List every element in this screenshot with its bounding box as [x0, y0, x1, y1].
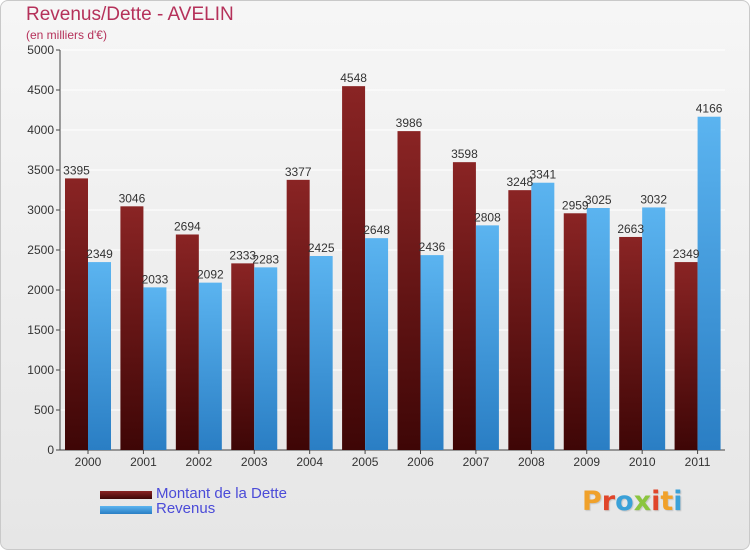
bar-dette — [508, 190, 532, 450]
y-tick-label: 4500 — [27, 83, 54, 97]
axes: 0 500 1000 1500 2000 2500 3000 3500 4000 4500 5000… — [27, 43, 725, 469]
x-tick-label: 2001 — [130, 455, 157, 469]
x-tick-label: 2008 — [518, 455, 545, 469]
y-tick-label: 1500 — [27, 323, 54, 337]
bar-dette — [120, 206, 144, 450]
bar-revenus — [475, 225, 499, 450]
bar-dette — [619, 236, 643, 450]
bar-revenus — [420, 255, 444, 450]
data-label: 4548 — [340, 71, 367, 85]
data-label: 3598 — [451, 147, 478, 161]
bar-revenus — [531, 182, 555, 450]
data-label: 2092 — [197, 268, 224, 282]
data-label: 3395 — [63, 163, 90, 177]
data-label: 2349 — [86, 247, 113, 261]
y-tick-label: 2500 — [27, 243, 54, 257]
y-tick-label: 3500 — [27, 163, 54, 177]
data-label: 2959 — [562, 198, 589, 212]
chart-subtitle: (en milliers d'€) — [26, 28, 107, 42]
logo-letter: r — [601, 486, 616, 517]
bar-dette — [175, 234, 199, 450]
grid-lines — [60, 49, 725, 451]
data-label: 3025 — [585, 193, 612, 207]
data-label: 3032 — [640, 192, 667, 206]
x-tick-label: 2002 — [185, 455, 212, 469]
y-tick-label: 3000 — [27, 203, 54, 217]
data-label: 2808 — [474, 210, 501, 224]
logo-letter: i — [673, 486, 683, 517]
bar-dette — [231, 263, 255, 450]
bar-revenus — [586, 208, 610, 450]
legend-label-dette: Montant de la Dette — [156, 485, 287, 502]
data-label: 3341 — [529, 168, 556, 182]
data-label: 3986 — [396, 116, 423, 130]
data-label: 2663 — [617, 222, 644, 236]
data-label: 3046 — [119, 191, 146, 205]
x-tick-label: 2003 — [241, 455, 268, 469]
bar-dette — [65, 178, 88, 450]
legend-swatch-dette — [100, 491, 152, 499]
logo-letter: x — [633, 486, 652, 517]
logo-letter: t — [660, 486, 674, 517]
data-label: 2349 — [673, 247, 700, 261]
data-label: 2648 — [363, 223, 390, 237]
logo-letter: P — [582, 486, 602, 517]
bar-revenus — [198, 282, 222, 450]
y-tick-label: 0 — [47, 443, 54, 457]
x-tick-label: 2000 — [75, 455, 102, 469]
bar-dette — [397, 131, 421, 450]
x-tick-label: 2009 — [573, 455, 600, 469]
bar-dette — [286, 179, 310, 450]
bar-revenus — [309, 256, 333, 450]
bars — [65, 86, 721, 450]
y-tick-label: 2000 — [27, 283, 54, 297]
chart-title: Revenus/Dette - AVELIN — [26, 4, 234, 25]
bar-revenus — [697, 116, 721, 450]
data-label: 2333 — [229, 248, 256, 262]
bar-revenus — [642, 207, 666, 450]
x-tick-label: 2004 — [296, 455, 323, 469]
data-label: 4166 — [696, 102, 723, 116]
bar-revenus — [143, 287, 167, 450]
x-tick-label: 2011 — [685, 455, 711, 469]
data-label: 3377 — [285, 165, 312, 179]
bar-dette — [452, 162, 476, 450]
data-label: 2283 — [252, 252, 279, 266]
legend-label-revenus: Revenus — [156, 500, 216, 517]
bar-dette — [342, 86, 366, 450]
x-tick-label: 2010 — [629, 455, 656, 469]
data-label: 2436 — [419, 240, 446, 254]
y-tick-label: 5000 — [27, 43, 54, 57]
bar-revenus — [365, 238, 389, 450]
x-tick-label: 2005 — [352, 455, 379, 469]
legend-swatch-revenus — [100, 506, 152, 514]
y-tick-label: 500 — [34, 403, 54, 417]
bar-revenus — [254, 267, 278, 450]
bar-dette — [674, 262, 698, 450]
y-tick-label: 1000 — [27, 363, 54, 377]
x-tick-label: 2006 — [407, 455, 434, 469]
data-label: 2033 — [142, 272, 169, 286]
bar-revenus — [88, 262, 111, 450]
y-tick-label: 4000 — [27, 123, 54, 137]
logo-letter: i — [651, 486, 661, 517]
data-label: 3248 — [506, 175, 533, 189]
data-label: 2694 — [174, 219, 201, 233]
logo-letter: o — [615, 486, 634, 517]
data-label: 2425 — [308, 241, 335, 255]
x-tick-label: 2007 — [463, 455, 490, 469]
bar-dette — [563, 213, 587, 450]
proxiti-logo: Proxiti — [582, 486, 683, 517]
